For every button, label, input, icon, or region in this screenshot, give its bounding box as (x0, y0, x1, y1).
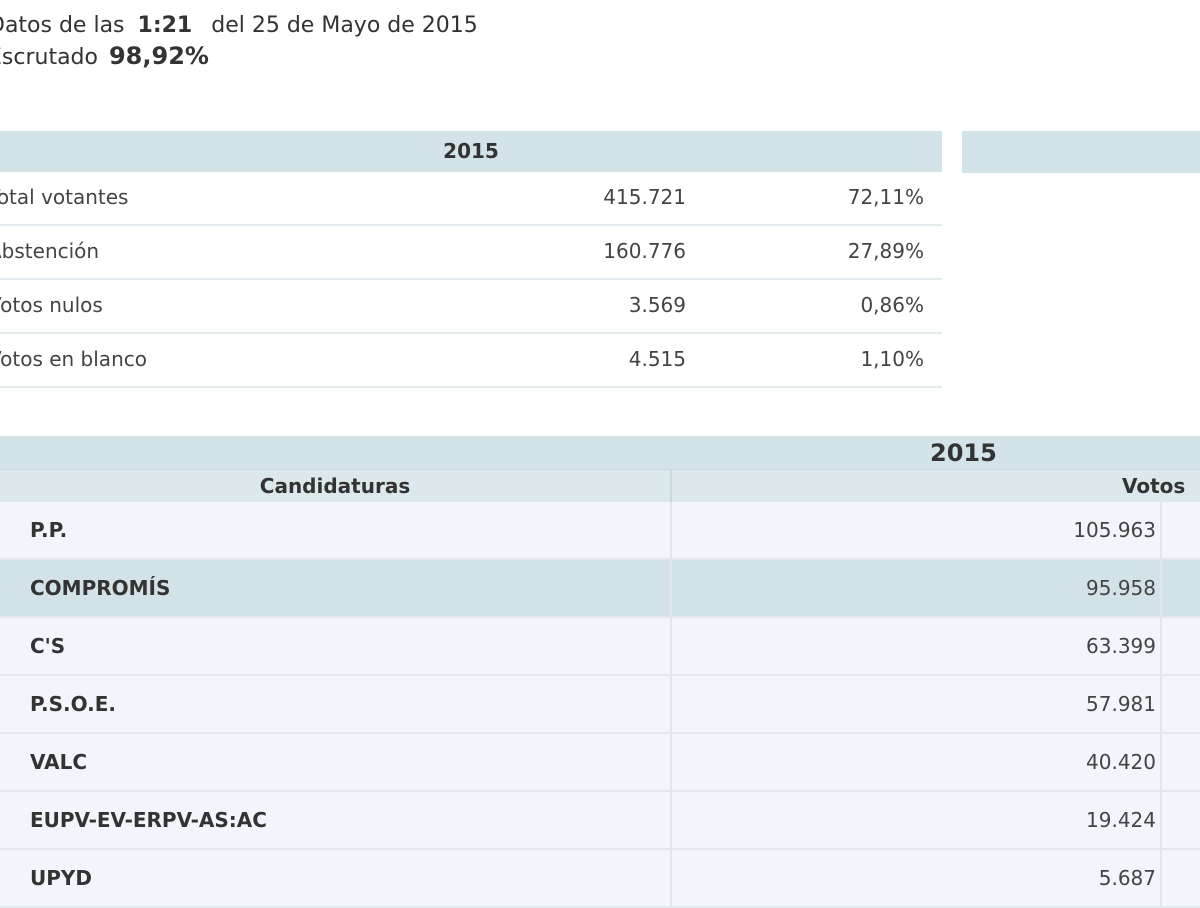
table-row: EUPV-EV-ERPV-AS:AC 19.424 (0, 792, 1200, 850)
summary-label: Votos nulos (0, 293, 103, 317)
escrutado-line: Escrutado 98,92% (0, 42, 478, 72)
summary-label: Votos en blanco (0, 347, 147, 371)
party-votes: 57.981 (1086, 692, 1156, 716)
summary-value: 415.721 (603, 185, 686, 209)
results-year: 2015 (930, 439, 997, 467)
summary-percent: 0,86% (860, 293, 924, 317)
column-divider (670, 792, 672, 848)
summary-row: Total votantes 415.721 72,11% (0, 172, 942, 226)
timestamp-time: 1:21 (137, 13, 193, 38)
results-year-header: 2015 (0, 436, 1200, 469)
table-row: P.S.O.E. 57.981 (0, 676, 1200, 734)
column-divider (1160, 502, 1162, 558)
party-votes: 95.958 (1086, 576, 1156, 600)
column-divider (1160, 734, 1162, 790)
column-divider (1160, 560, 1162, 616)
summary-label: Total votantes (0, 185, 129, 209)
column-divider (1160, 676, 1162, 732)
table-row: C'S 63.399 (0, 618, 1200, 676)
table-row: COMPROMÍS 95.958 (0, 560, 1200, 618)
party-name: P.P. (30, 518, 68, 542)
table-row: P.P. 105.963 (0, 502, 1200, 560)
column-divider (670, 850, 672, 906)
column-divider (670, 560, 672, 616)
summary-percent: 1,10% (860, 347, 924, 371)
party-name: COMPROMÍS (30, 576, 171, 600)
table-row: UPYD 5.687 (0, 850, 1200, 908)
party-votes: 63.399 (1086, 634, 1156, 658)
column-divider (1160, 850, 1162, 906)
results-header: Datos de las 1:21 del 25 de Mayo de 2015… (0, 10, 478, 72)
summary-percent: 27,89% (847, 239, 924, 263)
summary-value: 4.515 (628, 347, 686, 371)
party-name: UPYD (30, 866, 92, 890)
column-divider (1160, 792, 1162, 848)
party-name: C'S (30, 634, 66, 658)
summary-value: 160.776 (603, 239, 686, 263)
column-divider (670, 676, 672, 732)
timestamp-prefix: Datos de las (0, 13, 125, 38)
party-name: EUPV-EV-ERPV-AS:AC (30, 808, 267, 832)
summary-label: Abstención (0, 239, 100, 263)
timestamp-date: del 25 de Mayo de 2015 (211, 13, 478, 38)
side-panel-header (962, 131, 1200, 173)
escrutado-value: 98,92% (108, 42, 209, 70)
escrutado-label: Escrutado (0, 45, 98, 70)
results-table: 2015 Candidaturas Votos P.P. 105.963 COM… (0, 436, 1200, 908)
column-header-votos: Votos (1122, 474, 1186, 498)
party-name: VALC (30, 750, 88, 774)
party-name: P.S.O.E. (30, 692, 117, 716)
data-timestamp: Datos de las 1:21 del 25 de Mayo de 2015 (0, 10, 478, 42)
party-votes: 5.687 (1098, 866, 1156, 890)
table-row: VALC 40.420 (0, 734, 1200, 792)
column-header-candidaturas: Candidaturas (259, 474, 411, 498)
summary-table: 2015 Total votantes 415.721 72,11% Abste… (0, 131, 942, 388)
summary-row: Votos en blanco 4.515 1,10% (0, 334, 942, 388)
summary-row: Votos nulos 3.569 0,86% (0, 280, 942, 334)
party-votes: 19.424 (1086, 808, 1156, 832)
summary-value: 3.569 (628, 293, 686, 317)
party-votes: 40.420 (1086, 750, 1156, 774)
party-votes: 105.963 (1073, 518, 1156, 542)
column-divider (670, 734, 672, 790)
summary-year-header: 2015 (0, 131, 942, 172)
summary-row: Abstención 160.776 27,89% (0, 226, 942, 280)
results-column-headers: Candidaturas Votos (0, 469, 1200, 502)
column-divider (670, 618, 672, 674)
column-divider (670, 502, 672, 558)
column-divider (1160, 618, 1162, 674)
column-divider (670, 470, 672, 502)
summary-percent: 72,11% (847, 185, 924, 209)
